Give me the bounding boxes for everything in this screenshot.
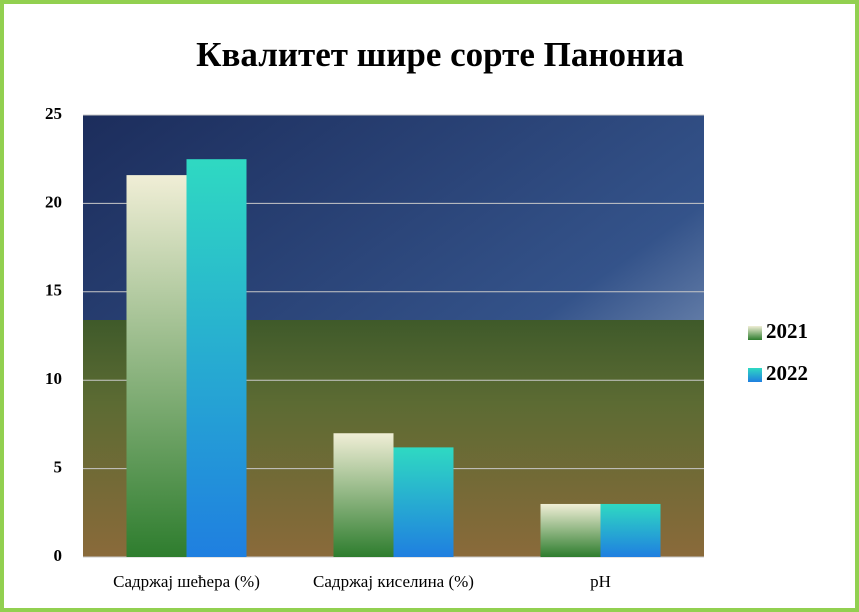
bar — [186, 159, 247, 557]
chart-title: Квалитет шире сорте Панониа — [196, 35, 684, 74]
y-tick-label: 25 — [45, 104, 62, 123]
bar — [540, 503, 601, 557]
x-tick-label: Садржај шећера (%) — [113, 572, 260, 591]
legend-label: 2021 — [766, 319, 808, 343]
bar — [333, 433, 394, 557]
y-tick-label: 5 — [54, 458, 63, 477]
x-tick-label: pH — [590, 572, 611, 591]
legend-swatch — [748, 326, 762, 340]
y-tick-label: 15 — [45, 281, 62, 300]
legend-swatch — [748, 368, 762, 382]
legend-label: 2022 — [766, 361, 808, 385]
x-tick-label: Садржај киселина (%) — [313, 572, 474, 591]
bar — [126, 175, 187, 557]
y-tick-label: 10 — [45, 369, 62, 388]
bar — [393, 447, 454, 557]
y-tick-label: 20 — [45, 192, 62, 211]
y-tick-label: 0 — [54, 546, 63, 565]
bar — [600, 503, 661, 557]
